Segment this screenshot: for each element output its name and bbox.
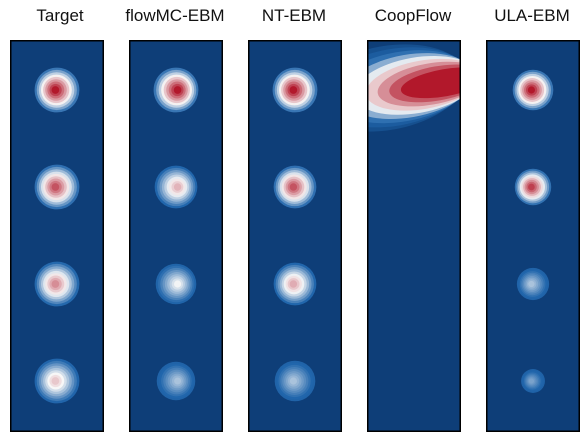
density-mode <box>34 261 80 307</box>
panel-title-flowmc-ebm: flowMC-EBM <box>125 6 225 25</box>
density-mode <box>367 44 461 132</box>
panel-ula-ebm <box>486 40 580 432</box>
density-mode <box>155 263 197 305</box>
density-mode <box>154 165 198 209</box>
density-mode <box>512 69 554 111</box>
density-mode <box>274 360 316 402</box>
density-mode <box>521 369 545 393</box>
density-mode <box>273 262 317 306</box>
density-mode <box>514 168 552 206</box>
density-mode <box>516 267 550 301</box>
density-mode <box>34 358 80 404</box>
panel-target <box>10 40 104 432</box>
density-mode <box>272 67 318 113</box>
density-mode <box>34 67 80 113</box>
panel-flowmc-ebm <box>129 40 223 432</box>
panel-title-nt-ebm: NT-EBM <box>261 6 327 25</box>
panel-title-ula-ebm: ULA-EBM <box>494 6 570 25</box>
panel-title-coopflow: CoopFlow <box>374 6 452 25</box>
density-mode <box>153 67 199 113</box>
panel-coopflow <box>367 40 461 432</box>
panel-nt-ebm <box>248 40 342 432</box>
density-mode <box>273 165 317 209</box>
density-mode <box>156 361 196 401</box>
density-mode <box>34 164 80 210</box>
panel-title-target: Target <box>36 6 84 25</box>
